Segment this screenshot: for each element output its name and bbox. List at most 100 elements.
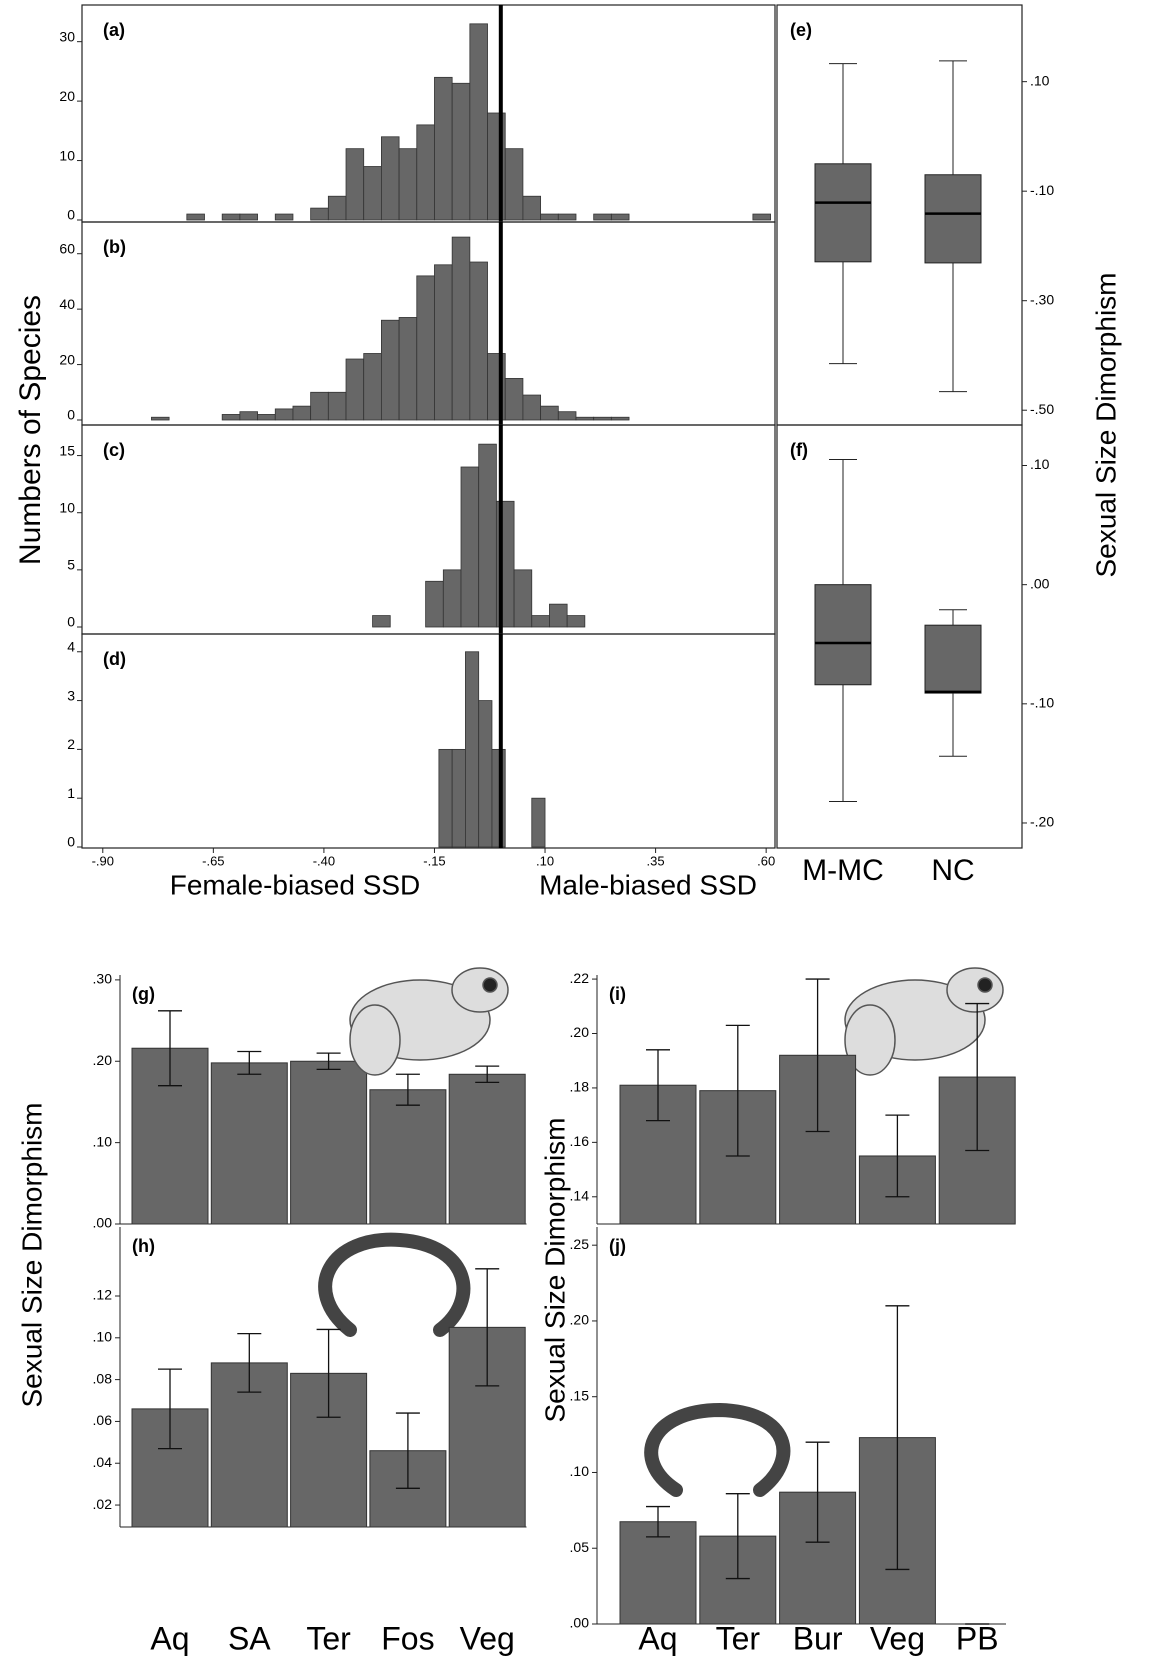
histogram-bar [531, 615, 550, 628]
x-tick-label: -.15 [423, 853, 445, 868]
x-tick-label: PB [956, 1620, 999, 1656]
panel-frame [776, 424, 1023, 849]
panel-frame [81, 633, 776, 849]
histogram-bar [434, 76, 453, 221]
x-tick-label: Ter [716, 1620, 761, 1656]
x-tick-label: .35 [647, 853, 665, 868]
y-tick-label: .00 [570, 1615, 590, 1631]
histogram-bar [610, 416, 630, 421]
y-tick-label: -.30 [1030, 291, 1054, 307]
panel-label: (f) [790, 440, 808, 460]
histogram-bar [372, 615, 391, 628]
histogram-bar [292, 405, 312, 421]
y-tick-label: -.20 [1030, 814, 1054, 830]
histogram-bar [221, 213, 241, 221]
y-tick-label: .12 [93, 1287, 113, 1303]
panel-label: (e) [790, 20, 812, 40]
histogram-bar [327, 195, 347, 221]
bar [369, 1089, 447, 1225]
histogram-bar [469, 261, 488, 421]
histogram-bar [504, 148, 524, 221]
y-axis-label: Sexual Size Dimorphism [539, 1118, 570, 1423]
histogram-bar [442, 569, 462, 628]
y-tick-label: .10 [93, 1329, 113, 1345]
x-tick-label: NC [931, 854, 974, 887]
histogram-bar [540, 213, 559, 221]
y-tick-label: 10 [59, 499, 75, 515]
y-axis-label: Numbers of Species [14, 295, 47, 565]
x-tick-label: .10 [536, 853, 554, 868]
histogram-bar [416, 124, 435, 221]
histogram-bar [363, 353, 382, 421]
histogram-bar [239, 411, 258, 421]
histogram-bar [504, 378, 524, 421]
histogram-bar [310, 391, 329, 421]
panel-label: (a) [103, 20, 125, 40]
histogram-bar [327, 391, 347, 421]
panel-label: (d) [103, 649, 126, 669]
histogram-bar [416, 275, 435, 421]
histogram-bar [257, 414, 276, 421]
x-tick-label: Bur [793, 1620, 843, 1656]
y-tick-label: 0 [67, 614, 75, 630]
y-tick-label: 0 [67, 207, 75, 223]
y-tick-label: .20 [93, 1052, 113, 1068]
histogram-bar [540, 405, 559, 421]
salamander-illustration [318, 1232, 791, 1497]
histogram-bar [310, 207, 329, 221]
histogram-bar [557, 213, 577, 221]
histogram-bar [221, 414, 241, 421]
x-axis-label: Female-biased SSD [170, 869, 421, 900]
panel-label: (j) [609, 1236, 626, 1256]
x-tick-label: SA [228, 1620, 271, 1656]
histogram-bar [575, 416, 595, 421]
histogram-bar [274, 213, 294, 221]
box [814, 163, 872, 263]
x-tick-label: Veg [460, 1620, 515, 1656]
histogram-bar [478, 700, 493, 848]
histogram-bar [151, 416, 170, 421]
bar [210, 1062, 288, 1225]
y-tick-label: 40 [59, 296, 75, 312]
x-tick-label: -.40 [313, 853, 335, 868]
y-tick-label: -.10 [1030, 695, 1054, 711]
y-tick-label: 2 [67, 736, 75, 752]
x-tick-label: -.65 [202, 853, 224, 868]
x-tick-label: M-MC [802, 854, 884, 887]
y-tick-label: .08 [93, 1370, 113, 1386]
histogram-bar [186, 213, 205, 221]
histogram-bar [531, 797, 546, 848]
y-tick-label: .02 [93, 1496, 113, 1512]
y-tick-label: .30 [93, 971, 113, 987]
bar [290, 1060, 368, 1225]
histogram-bar [398, 317, 418, 421]
x-tick-label: Ter [306, 1620, 351, 1656]
histogram-bar [381, 136, 400, 221]
histogram-bar [491, 748, 506, 848]
frog-illustration [349, 967, 509, 1076]
histogram-bar [522, 195, 542, 221]
x-tick-label: -.90 [92, 853, 114, 868]
y-axis-label: Sexual Size Dimorphism [16, 1103, 47, 1408]
y-tick-label: .06 [93, 1412, 113, 1428]
frog-illustration [844, 967, 1004, 1076]
histogram-bar [451, 748, 466, 848]
histogram-bar [478, 443, 497, 628]
histogram-bar [557, 411, 577, 421]
y-tick-label: .05 [570, 1539, 590, 1555]
histogram-bar [522, 394, 542, 421]
panel-label: (i) [609, 984, 626, 1004]
histogram-bar [465, 651, 480, 848]
histogram-bar [398, 148, 418, 221]
histogram-bar [381, 319, 400, 421]
histogram-bar [345, 358, 365, 421]
y-tick-label: 3 [67, 687, 75, 703]
histogram-bar [363, 166, 382, 221]
box [924, 624, 982, 694]
y-tick-label: .20 [570, 1024, 590, 1040]
y-tick-label: 60 [59, 240, 75, 256]
y-tick-label: 4 [67, 638, 75, 654]
y-tick-label: .10 [570, 1463, 590, 1479]
x-tick-label: Veg [870, 1620, 925, 1656]
